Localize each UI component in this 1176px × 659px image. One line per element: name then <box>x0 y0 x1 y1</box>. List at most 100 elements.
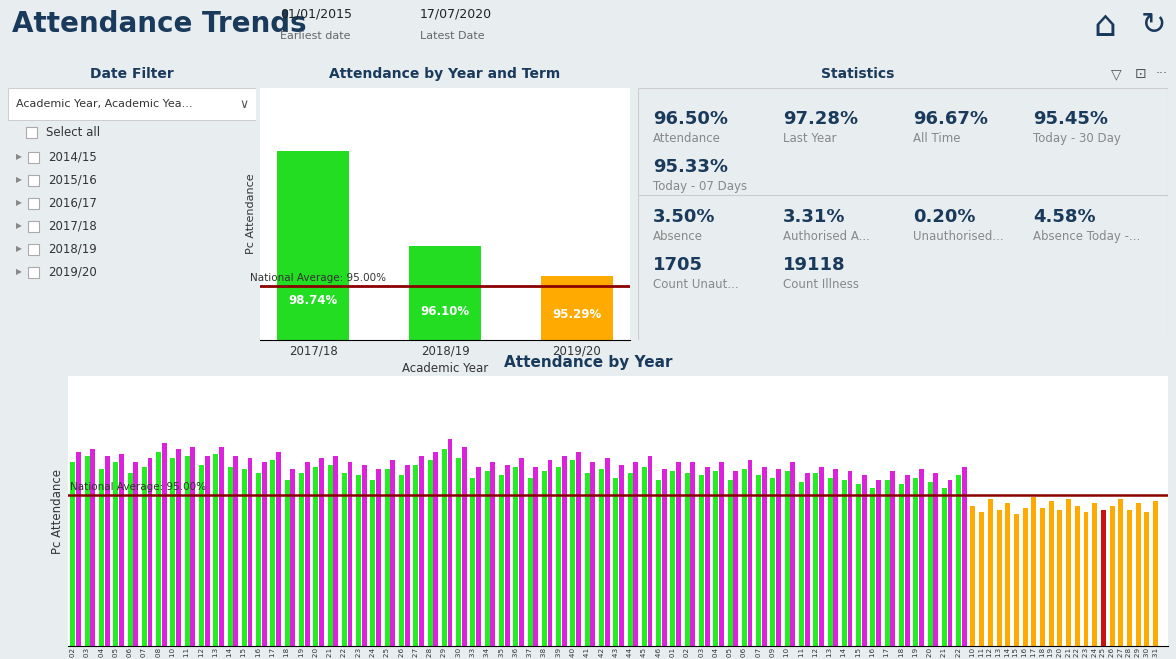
Bar <box>270 460 275 646</box>
Bar <box>619 465 624 646</box>
Bar <box>428 460 433 646</box>
Bar <box>505 465 509 646</box>
Text: 2016/17: 2016/17 <box>48 196 96 210</box>
Bar <box>448 439 453 646</box>
Text: National Average: 95.00%: National Average: 95.00% <box>249 273 386 283</box>
Text: 98.74%: 98.74% <box>288 293 338 306</box>
Bar <box>862 475 867 646</box>
Text: ∨: ∨ <box>240 98 248 111</box>
Bar <box>1057 510 1062 646</box>
Text: ▶: ▶ <box>16 244 22 254</box>
Bar <box>299 473 305 646</box>
Text: ▶: ▶ <box>16 152 22 161</box>
Text: 2015/16: 2015/16 <box>48 173 96 186</box>
Text: Authorised A...: Authorised A... <box>783 230 870 243</box>
Bar <box>147 458 153 646</box>
Bar <box>409 246 481 659</box>
Bar <box>1040 508 1045 646</box>
Bar <box>542 471 547 646</box>
Bar <box>1136 503 1141 646</box>
Bar <box>119 454 123 646</box>
Bar <box>614 478 619 646</box>
Bar <box>870 488 875 646</box>
Bar <box>804 473 809 646</box>
Bar <box>419 456 423 646</box>
Bar <box>305 463 309 646</box>
Bar <box>733 471 739 646</box>
Bar <box>628 473 633 646</box>
Bar <box>1101 510 1105 646</box>
Text: Attendance by Year: Attendance by Year <box>503 355 673 370</box>
Bar <box>233 456 239 646</box>
Bar <box>599 469 604 646</box>
Bar <box>1083 512 1089 646</box>
Text: 2019/20: 2019/20 <box>48 266 96 279</box>
Bar <box>91 449 95 646</box>
Bar <box>528 478 533 646</box>
Bar <box>313 467 319 646</box>
Bar <box>28 244 39 255</box>
Text: ▶: ▶ <box>16 198 22 208</box>
Bar <box>376 469 381 646</box>
Bar <box>213 454 219 646</box>
Text: Last Year: Last Year <box>783 132 836 145</box>
Bar <box>342 473 347 646</box>
Text: Absence: Absence <box>653 230 703 243</box>
Bar <box>570 460 575 646</box>
Bar <box>347 463 353 646</box>
Bar <box>99 469 103 646</box>
Bar <box>548 460 553 646</box>
Bar <box>784 471 790 646</box>
Bar <box>242 469 247 646</box>
Bar <box>670 471 675 646</box>
Text: 3.50%: 3.50% <box>653 208 715 226</box>
Bar <box>1093 503 1097 646</box>
Text: Attendance: Attendance <box>653 132 721 145</box>
Bar <box>76 451 81 646</box>
Bar <box>956 475 961 646</box>
Text: 4.58%: 4.58% <box>1033 208 1096 226</box>
Bar <box>928 482 933 646</box>
Text: Attendance Trends: Attendance Trends <box>12 10 307 38</box>
Bar <box>604 458 609 646</box>
Text: Count Illness: Count Illness <box>783 278 858 291</box>
Bar <box>105 456 109 646</box>
Bar <box>262 463 267 646</box>
Text: National Average: 95.00%: National Average: 95.00% <box>71 482 206 492</box>
Bar <box>828 478 833 646</box>
Text: Select all: Select all <box>46 125 100 138</box>
Bar <box>914 478 918 646</box>
Bar <box>442 449 447 646</box>
Bar <box>756 475 761 646</box>
Y-axis label: Pc Attendance: Pc Attendance <box>246 174 256 254</box>
Text: ···: ··· <box>1156 67 1168 80</box>
Bar <box>456 458 461 646</box>
Bar <box>470 478 475 646</box>
Bar <box>205 456 209 646</box>
Bar <box>490 463 495 646</box>
Bar <box>276 451 281 646</box>
Bar <box>385 469 389 646</box>
Bar <box>333 456 339 646</box>
Text: 96.67%: 96.67% <box>913 110 988 128</box>
Bar <box>684 473 690 646</box>
Text: ⊡: ⊡ <box>1135 67 1147 81</box>
Bar <box>762 467 767 646</box>
Text: 97.28%: 97.28% <box>783 110 858 128</box>
Bar <box>185 456 189 646</box>
Bar <box>290 469 295 646</box>
Bar <box>656 480 661 646</box>
Bar <box>142 467 147 646</box>
Bar <box>413 465 419 646</box>
Text: Earliest date: Earliest date <box>280 31 350 41</box>
Bar <box>28 267 39 278</box>
Text: All Time: All Time <box>913 132 961 145</box>
Bar <box>590 463 595 646</box>
Bar <box>584 473 589 646</box>
Bar <box>1067 499 1071 646</box>
Bar <box>576 451 581 646</box>
Text: ▶: ▶ <box>16 221 22 231</box>
Text: Statistics: Statistics <box>821 67 895 81</box>
Text: 95.29%: 95.29% <box>553 308 602 322</box>
Text: 01/01/2015: 01/01/2015 <box>280 7 352 20</box>
